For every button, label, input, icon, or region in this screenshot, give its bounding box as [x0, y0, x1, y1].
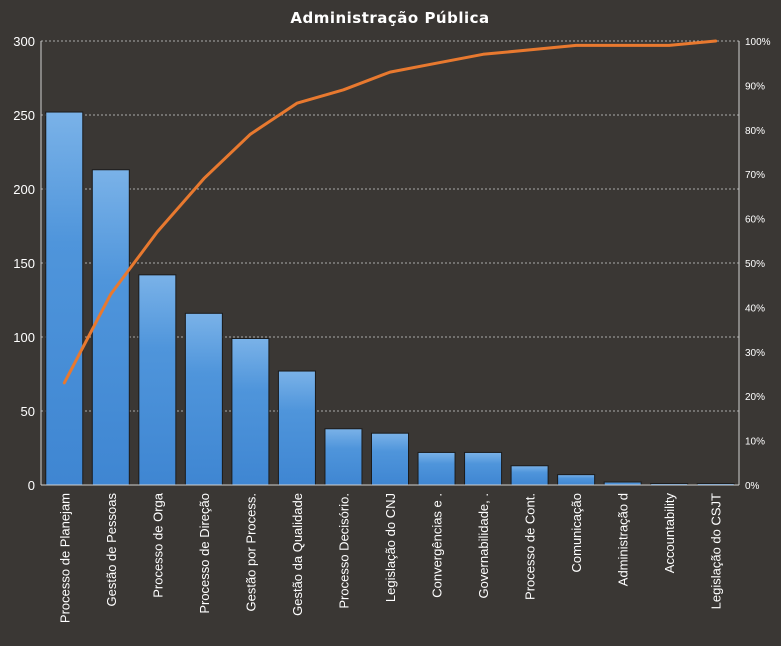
x-tick-label: Gestão da Qualidade: [290, 493, 305, 616]
y-tick-label: 100: [13, 330, 35, 345]
x-tick-label: Processo de Orga: [150, 492, 165, 598]
y2-tick-label: 80%: [745, 126, 765, 137]
bar: [45, 111, 84, 486]
cumulative-point: [342, 89, 344, 91]
bar: [277, 370, 316, 486]
cumulative-point: [622, 44, 624, 46]
x-tick-label: Accountability: [662, 493, 677, 574]
chart-title: Administração Pública: [290, 9, 489, 27]
x-tick-label: Gestão de Pessoas: [104, 493, 119, 607]
y2-tick-label: 10%: [745, 437, 765, 448]
y2-tick-label: 40%: [745, 303, 765, 314]
bars: [45, 111, 735, 486]
cumulative-point: [436, 62, 438, 64]
y2-tick-label: 60%: [745, 215, 765, 226]
bar: [184, 312, 223, 486]
y2-tick-label: 90%: [745, 81, 765, 92]
bar: [371, 432, 409, 486]
bar: [464, 451, 503, 486]
y2-tick-label: 50%: [745, 259, 765, 270]
cumulative-line-layer: [62, 39, 718, 385]
bar: [417, 451, 456, 486]
y-tick-label: 50: [21, 404, 35, 419]
y2-tick-label: 20%: [745, 392, 765, 403]
cumulative-point: [668, 44, 670, 46]
y-tick-label: 150: [13, 256, 35, 271]
x-tick-label: Legislação do CNJ: [383, 493, 398, 602]
bar: [231, 337, 270, 486]
x-axis: Processo de Planejam Gestão de Pessoas Pro…: [41, 484, 739, 623]
cumulative-point: [249, 133, 251, 135]
cumulative-point: [156, 231, 158, 233]
y-tick-label: 200: [13, 182, 35, 197]
cumulative-point: [203, 178, 205, 180]
y2-tick-label: 100%: [745, 37, 771, 48]
x-tick-label: Comunicação: [569, 493, 584, 573]
x-tick-label: Processo de Cont.: [523, 493, 538, 600]
cumulative-point: [529, 49, 531, 51]
cumulative-point: [110, 293, 112, 295]
x-tick-label: Gestão por Process.: [243, 493, 258, 612]
cumulative-point: [575, 44, 577, 46]
y-tick-label: 300: [13, 34, 35, 49]
x-tick-label: Administração d: [616, 493, 631, 586]
x-tick-label: Processo Decisório.: [336, 493, 351, 609]
x-tick-label: Processo de Planejam: [57, 493, 72, 623]
y2-tick-label: 0%: [745, 481, 760, 492]
y-tick-label: 250: [13, 108, 35, 123]
bar: [324, 428, 363, 486]
y2-tick-label: 30%: [745, 348, 765, 359]
x-tick-label: Governabilidade, .: [476, 493, 491, 599]
x-tick-label: Processo de Direção: [197, 493, 212, 614]
y-tick-label: 0: [28, 478, 35, 493]
cumulative-point: [63, 382, 65, 384]
cumulative-point: [389, 71, 391, 73]
bar: [510, 465, 549, 486]
secondary-y-axis: 0% 10% 20% 30% 40% 50% 60% 70% 80% 90% 100%: [738, 37, 771, 492]
cumulative-point: [296, 102, 298, 104]
bar: [138, 274, 177, 486]
cumulative-point: [715, 40, 717, 42]
y-axis: 0 50 100 150 200 250 300: [13, 34, 42, 493]
cumulative-point: [482, 53, 484, 55]
x-tick-label: Convergências e .: [430, 493, 445, 598]
y2-tick-label: 70%: [745, 170, 765, 181]
bar: [91, 169, 130, 486]
bar: [557, 474, 596, 486]
x-tick-label: Legislação do CSJT: [709, 493, 724, 609]
